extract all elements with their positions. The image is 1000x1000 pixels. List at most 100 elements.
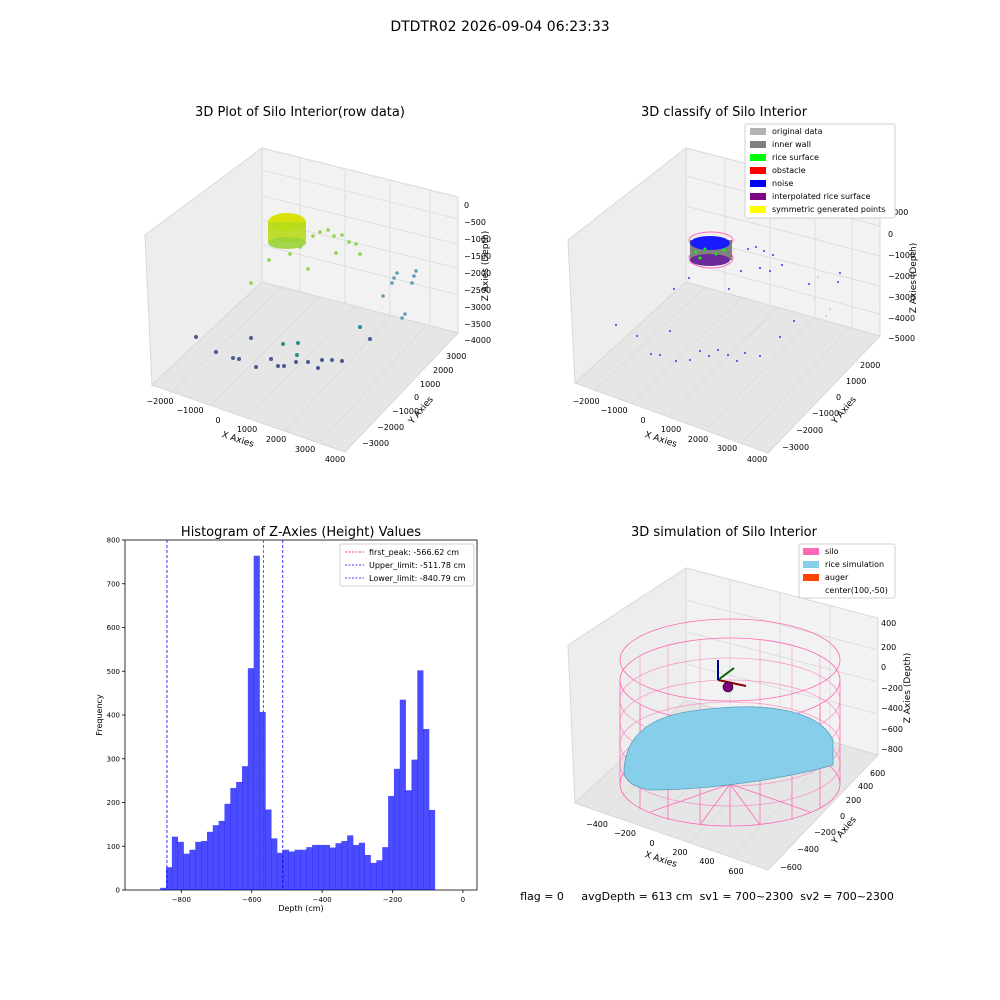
sim-xtick: 600 — [728, 867, 743, 876]
classify-xtick: 0 — [640, 416, 645, 425]
classify-ztick: −5000 — [888, 334, 915, 343]
raw-ztick: −4000 — [464, 336, 491, 345]
legend-entry-original-data: original data — [772, 127, 823, 136]
histogram-bar — [242, 766, 249, 890]
legend-first-peak: first_peak: -566.62 cm — [369, 548, 459, 557]
raw-zlabel: Z Axies (Depth) — [481, 231, 491, 302]
classify-zlabel: Z Axies (Depth) — [909, 243, 919, 314]
histogram-legend: first_peak: -566.62 cm Upper_limit: -511… — [339, 543, 475, 587]
rice-simulation-surface — [623, 706, 834, 791]
histogram-bar — [271, 838, 278, 890]
raw-ztick: −1000 — [464, 235, 491, 244]
classify-ztick: 1000 — [888, 208, 908, 217]
auger-marker — [717, 660, 747, 693]
raw-xtick: −2000 — [146, 397, 173, 406]
histogram-x-tick-label: −200 — [383, 896, 402, 904]
histogram-bar — [358, 842, 366, 890]
histogram-x-tick-label: −800 — [172, 896, 191, 904]
histogram-bar — [166, 867, 173, 890]
histogram-bar — [370, 862, 377, 890]
histogram-bar — [282, 849, 290, 890]
raw-axes-panes — [144, 147, 459, 453]
histogram-bar — [183, 853, 190, 890]
sim-ztick: −800 — [881, 745, 903, 754]
raw-ztick: −3000 — [464, 303, 491, 312]
histogram-bar — [428, 809, 436, 890]
histogram-bar — [353, 844, 360, 890]
raw-ytick: 3000 — [446, 352, 466, 361]
sim-ytick: 400 — [858, 782, 873, 791]
histogram-xlabel: Depth (cm) — [278, 904, 323, 913]
sim-zlabel: Z Axies (Depth) — [903, 653, 913, 724]
raw-xtick: 1000 — [237, 425, 257, 434]
histogram-y-tick-label: 400 — [107, 712, 120, 720]
legend-lower-limit: Lower_limit: -840.79 cm — [369, 574, 466, 583]
histogram-y-tick-label: 300 — [107, 755, 120, 763]
histogram-bar — [300, 849, 307, 890]
classify-ztick: 0 — [888, 230, 893, 239]
histogram-x-ticks: −800 −600 −400 −200 0 — [172, 890, 465, 904]
histogram-y-tick-label: 500 — [107, 668, 120, 676]
histogram-bar — [329, 847, 336, 890]
histogram-bar — [288, 851, 295, 890]
classify-ytick: −2000 — [796, 426, 823, 435]
raw-point-cloud — [194, 213, 418, 370]
silo-wireframe — [619, 618, 841, 827]
histogram-bar — [312, 844, 319, 890]
histogram-y-tick-label: 700 — [107, 580, 120, 588]
figure-title: DTDTR02 2026-09-04 06:23:33 — [390, 19, 609, 35]
histogram-bar — [160, 887, 167, 890]
histogram-bar — [399, 699, 406, 890]
histogram-bar — [212, 825, 219, 890]
sim-ytick: −200 — [814, 828, 836, 837]
simulation-legend: silo rice simulation auger center(100,-5… — [798, 543, 896, 599]
sim-ytick: −400 — [797, 845, 819, 854]
raw-ztick: −3500 — [464, 320, 491, 329]
histogram-bars — [160, 555, 436, 890]
sim-ztick: −600 — [881, 725, 903, 734]
histogram-x-tick-label: 0 — [461, 896, 465, 904]
legend-entry-symmetric: symmetric generated points — [772, 205, 885, 214]
sim-ztick: 0 — [881, 663, 886, 672]
histogram-bar — [341, 841, 348, 890]
histogram-bar — [201, 841, 208, 890]
classify-point-cloud — [615, 231, 841, 362]
histogram-x-tick-label: −600 — [242, 896, 261, 904]
histogram-bar — [423, 729, 430, 890]
raw-ytick: −1000 — [392, 407, 419, 416]
raw-panel-title: 3D Plot of Silo Interior(row data) — [195, 105, 405, 120]
sim-xtick: 200 — [672, 848, 687, 857]
histogram-reference-lines — [166, 540, 284, 890]
histogram-bar — [259, 711, 266, 890]
raw-xtick: 0 — [215, 416, 220, 425]
histogram-bar — [335, 843, 342, 890]
histogram-bar — [265, 809, 272, 890]
legend-entry-rice-simulation: rice simulation — [825, 560, 884, 569]
histogram-bar — [364, 855, 371, 890]
raw-ztick: −2000 — [464, 269, 491, 278]
histogram-y-tick-label: 200 — [107, 799, 120, 807]
histogram-bar — [382, 847, 389, 890]
sim-ztick: 200 — [881, 643, 896, 652]
histogram-bar — [236, 781, 243, 890]
histogram-bar — [405, 790, 412, 890]
sim-xtick: 0 — [649, 839, 654, 848]
histogram-x-tick-label: −400 — [313, 896, 332, 904]
classify-ytick: 1000 — [846, 377, 866, 386]
histogram-y-tick-label: 100 — [107, 843, 120, 851]
sim-xtick: −200 — [614, 829, 636, 838]
classify-xtick: 3000 — [717, 444, 737, 453]
classify-ytick: 0 — [836, 393, 841, 402]
legend-entry-rice-surface: rice surface — [772, 153, 819, 162]
classify-ytick: 2000 — [860, 361, 880, 370]
classify-xtick: −2000 — [572, 397, 599, 406]
histogram-bar — [189, 849, 196, 890]
raw-ztick: 0 — [464, 201, 469, 210]
classify-ztick: −2000 — [888, 272, 915, 281]
classify-xtick: 1000 — [661, 425, 681, 434]
status-text: flag = 0 avgDepth = 613 cm sv1 = 700~230… — [520, 890, 894, 903]
histogram-bar — [195, 841, 202, 890]
histogram-bar — [253, 555, 260, 890]
sim-ytick: 200 — [846, 796, 861, 805]
sim-xtick: 400 — [699, 857, 714, 866]
